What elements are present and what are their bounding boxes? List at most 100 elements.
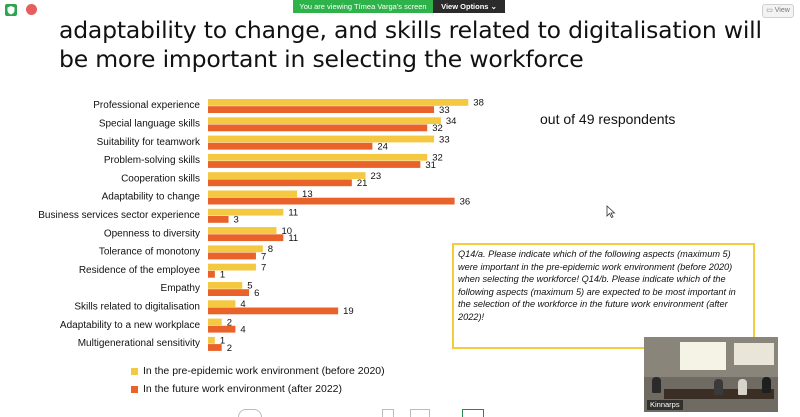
- bar-after-2022: [208, 106, 435, 113]
- category-label: Adaptability to a new workplace: [60, 320, 201, 331]
- bar-before-2020: [208, 208, 284, 216]
- zoom-top-bar: You are viewing Tímea Varga's screen Vie…: [0, 0, 800, 18]
- data-label: 32: [432, 153, 443, 164]
- bar-after-2022: [208, 216, 229, 223]
- data-label: 36: [460, 196, 471, 207]
- chart-legend: In the pre-epidemic work environment (be…: [131, 362, 385, 398]
- category-label: Openness to diversity: [104, 228, 200, 239]
- category-label: Multigenerational sensitivity: [78, 338, 200, 349]
- category-label: Residence of the employee: [79, 265, 201, 276]
- data-label: 10: [282, 226, 293, 237]
- bar-before-2020: [208, 227, 277, 234]
- bar-after-2022: [208, 344, 222, 351]
- data-label: 3: [234, 215, 239, 226]
- bar-after-2022: [208, 234, 284, 242]
- data-label: 21: [357, 178, 368, 189]
- bar-before-2020: [208, 117, 441, 125]
- data-label: 33: [439, 134, 450, 145]
- video-person: [762, 377, 771, 393]
- bar-before-2020: [208, 263, 256, 271]
- bar-before-2020: [208, 153, 428, 161]
- bar-after-2022: [208, 142, 373, 150]
- partner-logo: [382, 409, 394, 417]
- legend-item-after: In the future work environment (after 20…: [131, 380, 385, 398]
- video-projection-screen: [680, 342, 726, 370]
- university-logo: [238, 409, 262, 417]
- data-label: 2: [227, 317, 232, 328]
- partner-logo: [410, 409, 430, 417]
- shield-icon[interactable]: [5, 4, 17, 16]
- chevron-down-icon: ⌄: [490, 2, 497, 11]
- data-label: 34: [446, 116, 457, 127]
- partner-logo: [462, 409, 484, 417]
- legend-label-after: In the future work environment (after 20…: [143, 383, 343, 395]
- legend-label-before: In the pre-epidemic work environment (be…: [143, 365, 385, 377]
- legend-item-before: In the pre-epidemic work environment (be…: [131, 362, 385, 380]
- category-label: Business services sector experience: [38, 210, 200, 221]
- view-icon: ▭: [766, 7, 773, 14]
- data-label: 33: [439, 105, 450, 116]
- category-label: Tolerance of monotony: [99, 247, 200, 258]
- data-label: 8: [268, 244, 273, 255]
- data-label: 2: [227, 343, 232, 354]
- legend-swatch-after: [131, 385, 138, 393]
- participant-video[interactable]: Kinnarps: [644, 337, 778, 412]
- bar-after-2022: [208, 124, 428, 132]
- video-window: [734, 343, 774, 365]
- viewing-banner: You are viewing Tímea Varga's screen: [293, 0, 433, 13]
- video-person: [738, 379, 747, 395]
- data-label: 7: [261, 262, 266, 273]
- data-label: 11: [288, 208, 298, 219]
- bar-after-2022: [208, 252, 256, 260]
- bar-before-2020: [208, 190, 298, 198]
- bar-before-2020: [208, 99, 469, 106]
- bar-before-2020: [208, 172, 366, 179]
- bar-after-2022: [208, 270, 215, 278]
- respondents-note: out of 49 respondents: [540, 111, 676, 127]
- data-label: 38: [473, 98, 484, 109]
- data-label: 4: [240, 299, 245, 310]
- record-icon[interactable]: [26, 4, 37, 15]
- category-label: Empathy: [161, 283, 200, 294]
- view-options-label: View Options: [441, 2, 489, 11]
- bar-before-2020: [208, 245, 263, 253]
- data-label: 1: [220, 336, 225, 347]
- category-label: Cooperation skills: [121, 173, 200, 184]
- question-box: Q14/a. Please indicate which of the foll…: [452, 243, 755, 349]
- category-label: Suitability for teamwork: [97, 137, 201, 148]
- participant-name: Kinnarps: [647, 400, 683, 410]
- video-person: [652, 377, 661, 393]
- data-label: 7: [261, 251, 266, 262]
- slide-title: adaptability to change, and skills relat…: [59, 16, 762, 73]
- category-label: Problem-solving skills: [104, 155, 200, 166]
- category-label: Professional experience: [93, 100, 200, 111]
- data-label: 4: [240, 325, 245, 336]
- view-options-button[interactable]: View Options ⌄: [433, 0, 505, 13]
- video-person: [714, 379, 723, 395]
- data-label: 32: [432, 123, 443, 134]
- bar-before-2020: [208, 282, 243, 289]
- bar-after-2022: [208, 161, 421, 168]
- data-label: 31: [425, 160, 436, 171]
- data-label: 19: [343, 306, 354, 317]
- data-label: 6: [254, 288, 259, 299]
- bar-before-2020: [208, 336, 215, 344]
- data-label: 11: [288, 233, 298, 244]
- data-label: 23: [371, 171, 382, 182]
- bar-after-2022: [208, 289, 250, 296]
- bar-before-2020: [208, 300, 236, 308]
- legend-swatch-before: [131, 367, 138, 375]
- category-label: Skills related to digitalisation: [74, 302, 200, 313]
- cursor-icon: [606, 205, 616, 219]
- bar-after-2022: [208, 197, 455, 205]
- category-label: Special language skills: [99, 119, 200, 130]
- category-label: Adaptability to change: [102, 192, 201, 203]
- data-label: 1: [220, 270, 225, 281]
- view-button[interactable]: ▭ View: [762, 4, 794, 18]
- bar-before-2020: [208, 135, 435, 143]
- bar-after-2022: [208, 325, 236, 333]
- bar-after-2022: [208, 307, 339, 315]
- data-label: 24: [377, 142, 388, 153]
- data-label: 13: [302, 189, 313, 200]
